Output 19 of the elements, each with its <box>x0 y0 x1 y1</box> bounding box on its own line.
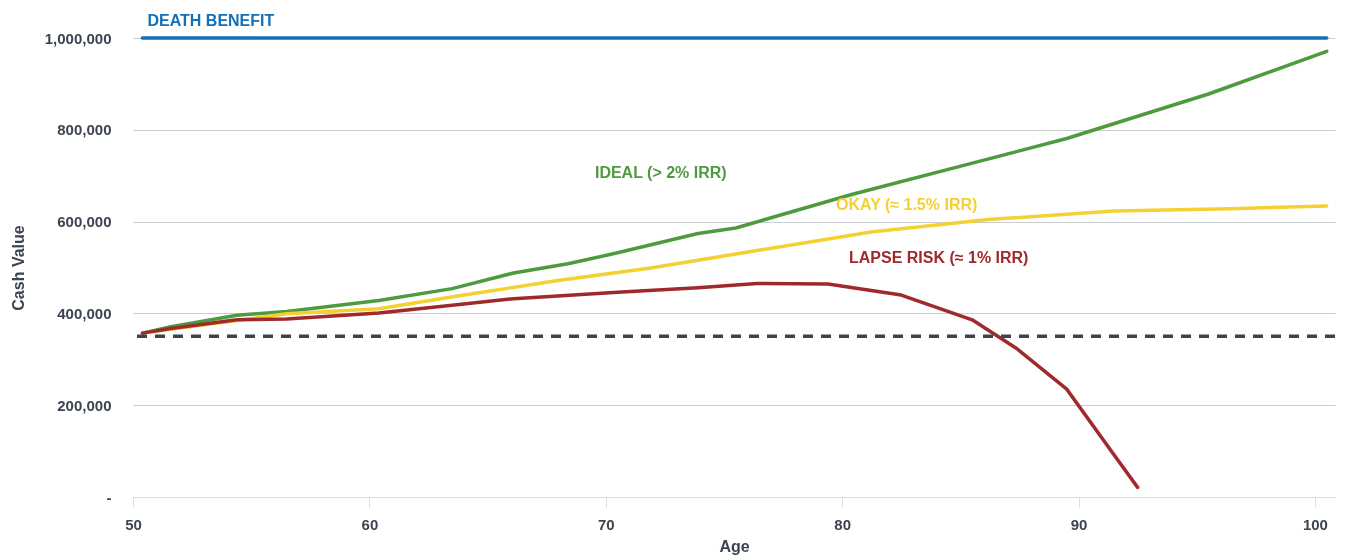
y-axis-title: Cash Value <box>9 225 27 311</box>
y-tick-label: 400,000 <box>57 304 112 322</box>
series-label: OKAY (≈ 1.5% IRR) <box>836 195 978 213</box>
x-tick-label: 100 <box>1302 515 1328 533</box>
line-series <box>140 281 1140 490</box>
y-tick-label: 600,000 <box>57 213 112 231</box>
y-tick-label: 200,000 <box>57 396 112 414</box>
text: IDEAL (> 2% IRR) <box>594 163 727 181</box>
x-tick-label: 80 <box>834 515 851 533</box>
y-tick-label: - <box>106 488 112 506</box>
x-tick-label: 60 <box>361 515 379 533</box>
series-label: DEATH BENEFIT <box>147 12 275 29</box>
x-tick-label: 70 <box>597 515 615 533</box>
series-label: LAPSE RISK (≈ 1% IRR) <box>848 249 1029 267</box>
y-tick-label: 800,000 <box>57 121 112 139</box>
x-axis-title: Age <box>719 537 750 555</box>
x-tick-label: 50 <box>125 515 142 533</box>
y-tick-label: 1,000,000 <box>44 29 112 47</box>
x-tick-label: 90 <box>1070 515 1088 533</box>
